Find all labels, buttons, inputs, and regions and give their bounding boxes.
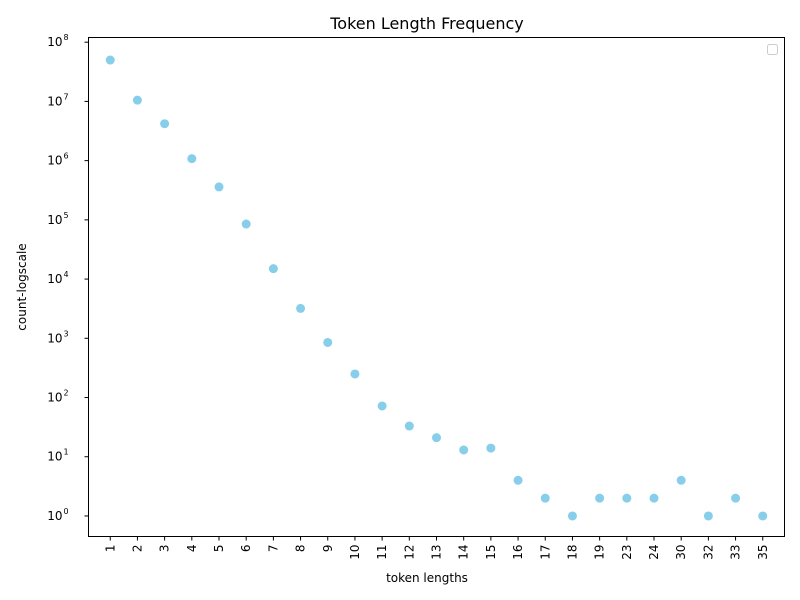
y-tick-exponent: 6 [64,152,69,161]
y-tick-exponent: 4 [64,270,69,279]
data-point [676,475,686,485]
plot-area [88,37,785,537]
chart-title: Token Length Frequency [329,14,524,33]
x-tick-label: 10 [348,545,362,560]
data-point [432,433,441,443]
y-tick-label: 10 [47,272,62,286]
y-tick-exponent: 5 [64,211,69,220]
x-tick-label: 9 [321,545,335,553]
y-tick-label: 10 [47,391,62,405]
y-tick-exponent: 7 [64,92,69,101]
x-tick-label: 19 [593,545,607,560]
x-tick-label: 14 [457,545,471,560]
data-point [377,401,387,411]
x-tick-label: 16 [511,545,525,560]
x-tick-label: 2 [130,545,144,553]
data-point [404,421,414,431]
legend-box [767,44,778,55]
y-tick-label: 10 [47,213,62,227]
x-tick-label: 5 [212,545,226,553]
y-tick-label: 10 [47,94,62,108]
x-tick-label: 33 [729,545,743,560]
data-point [703,511,713,521]
data-point [486,443,496,453]
x-tick-label: 7 [266,545,280,553]
data-point [350,369,360,379]
data-point [241,219,251,229]
y-axis-label: count-logscale [15,243,29,330]
x-axis: 1 2 3 4 5 6 7 8 9 10 11 12 13 14 15 16 17 18 19 23 24 30 32 33 3… [103,536,770,560]
x-tick-label: 13 [430,545,444,560]
y-tick-label: 10 [47,154,62,168]
y-tick-label: 10 [47,450,62,464]
x-tick-label: 6 [239,545,253,553]
data-point [758,511,768,521]
data-point [268,264,278,274]
x-tick-label: 24 [647,545,661,560]
y-tick-label: 10 [47,331,62,345]
data-point [459,445,469,455]
data-point [296,303,306,313]
x-tick-label: 35 [756,545,770,560]
x-tick-label: 30 [674,545,688,560]
x-tick-label: 17 [538,545,552,560]
x-tick-label: 1 [103,545,117,553]
x-tick-label: 12 [402,545,416,560]
x-tick-label: 23 [620,545,634,560]
y-tick-label: 10 [47,35,62,49]
y-tick-exponent: 3 [64,329,69,338]
y-tick-exponent: 0 [64,507,69,516]
x-tick-label: 32 [701,545,715,560]
x-tick-label: 4 [185,545,199,553]
y-tick-label: 10 [47,509,62,523]
data-point [160,119,170,129]
data-point [513,475,523,485]
data-point [567,511,577,521]
x-axis-label: token lengths [386,571,468,585]
data-point [214,182,224,192]
data-point [323,337,333,347]
x-tick-label: 15 [484,545,498,560]
data-point [622,493,632,503]
x-tick-label: 3 [158,545,172,553]
data-point [595,493,605,503]
data-point [649,493,659,503]
y-tick-exponent: 2 [64,389,69,398]
y-tick-exponent: 8 [64,33,69,42]
data-points [105,55,768,521]
data-point [105,55,115,65]
data-point [540,493,550,503]
data-point [187,154,197,164]
x-tick-label: 18 [565,545,579,560]
y-tick-exponent: 1 [64,448,69,457]
data-point [731,493,741,503]
x-tick-label: 8 [294,545,308,553]
data-point [132,95,142,105]
x-tick-label: 11 [375,545,389,560]
